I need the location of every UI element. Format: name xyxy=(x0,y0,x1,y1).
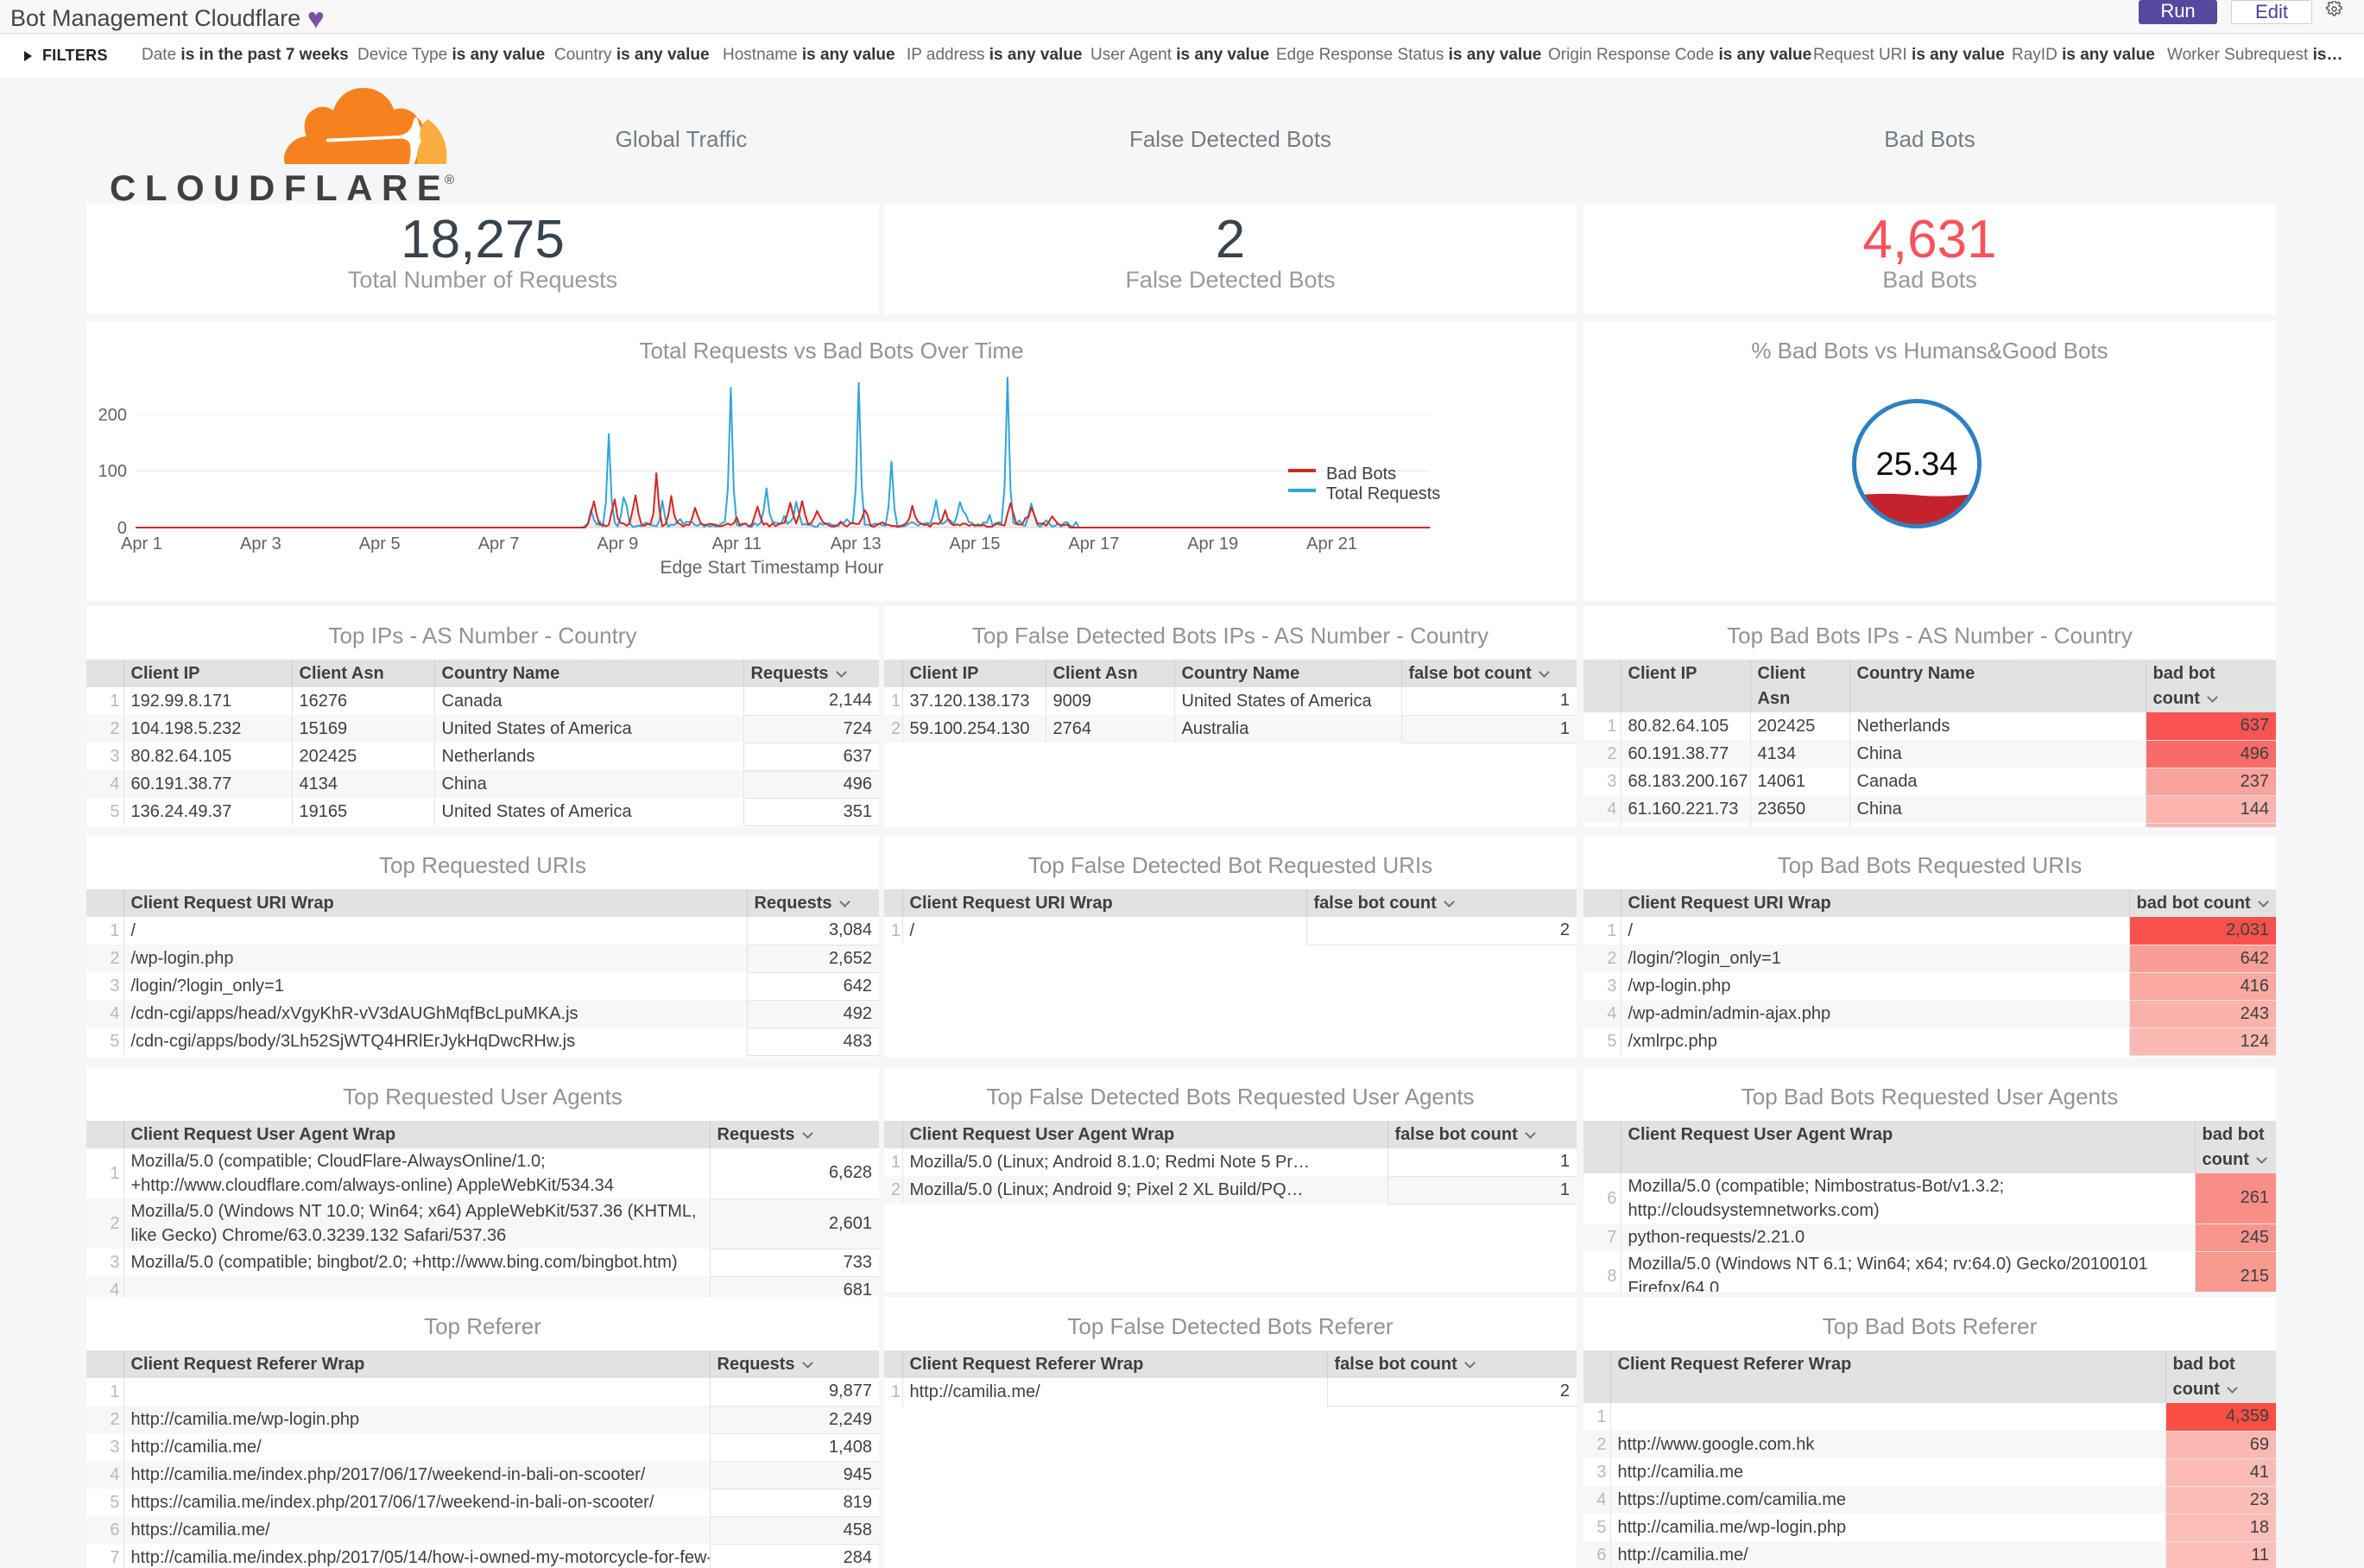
svg-text:Apr 11: Apr 11 xyxy=(712,534,762,553)
svg-text:Total Requests: Total Requests xyxy=(1326,484,1440,503)
svg-text:Apr 15: Apr 15 xyxy=(950,534,1001,553)
svg-text:Bad Bots: Bad Bots xyxy=(1326,465,1396,484)
svg-text:Apr 13: Apr 13 xyxy=(831,534,882,553)
svg-text:Apr 3: Apr 3 xyxy=(240,534,281,553)
svg-text:Apr 7: Apr 7 xyxy=(478,534,520,553)
svg-text:Apr 21: Apr 21 xyxy=(1306,534,1357,553)
svg-text:200: 200 xyxy=(98,406,127,425)
svg-text:25.34: 25.34 xyxy=(1875,446,1957,483)
svg-text:Apr 19: Apr 19 xyxy=(1187,534,1238,553)
svg-text:Edge Start Timestamp Hour: Edge Start Timestamp Hour xyxy=(660,558,883,578)
svg-text:100: 100 xyxy=(98,462,127,481)
svg-text:Apr 9: Apr 9 xyxy=(597,534,638,553)
svg-text:Apr 5: Apr 5 xyxy=(359,534,401,553)
svg-text:0: 0 xyxy=(117,519,127,538)
svg-text:Apr 1: Apr 1 xyxy=(121,534,162,553)
svg-text:Apr 17: Apr 17 xyxy=(1068,534,1119,553)
